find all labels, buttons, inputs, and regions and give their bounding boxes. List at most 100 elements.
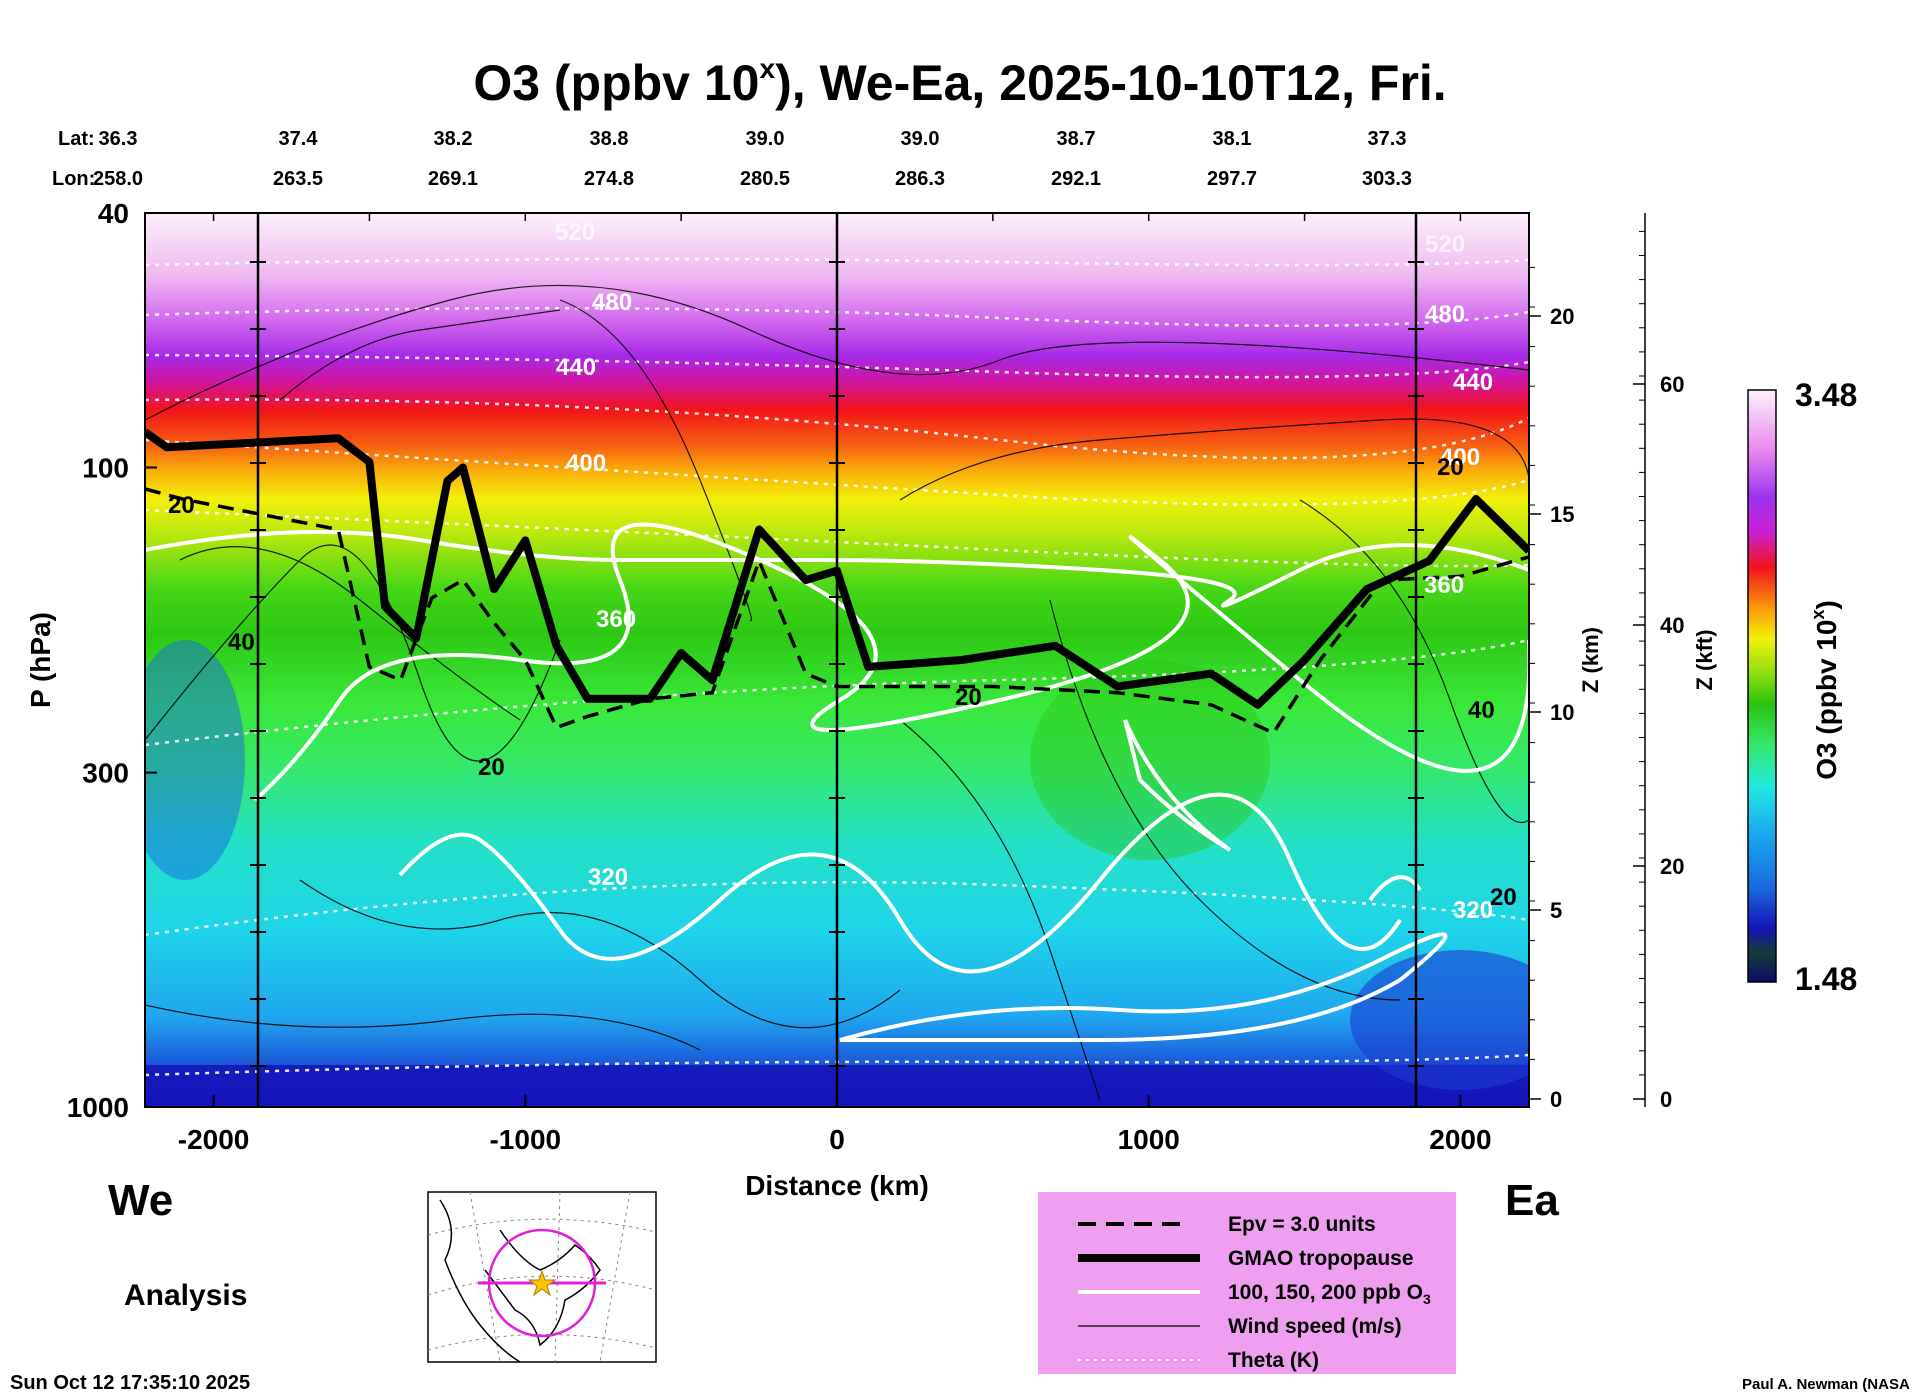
lat-lon-labels: 36.3 37.4 38.2 38.8 39.0 39.0 38.7 38.1 37.3 258.… [93, 128, 1412, 190]
theta-label-360-east: 360 [1424, 572, 1464, 599]
x-tick-label: -2000 [178, 1124, 250, 1155]
theta-label-440-east: 440 [1453, 369, 1493, 396]
lat-value: 37.3 [1368, 128, 1407, 150]
theta-label-480-west: 480 [592, 289, 632, 316]
legend: Epv = 3.0 units GMAO tropopause 100, 150… [1038, 1192, 1456, 1374]
legend-theta: Theta (K) [1228, 1349, 1319, 1372]
profile-ticks [250, 261, 1424, 1067]
colorbar-title: O3 (ppbv 10x) [1808, 600, 1842, 780]
location-star-icon [527, 1269, 557, 1297]
lat-row-label: Lat: [58, 128, 95, 150]
theta-label-360-west: 360 [596, 606, 636, 633]
x-tick-label: 2000 [1429, 1124, 1491, 1155]
theta-label-440-west: 440 [556, 354, 596, 381]
wind-label-40-b: 40 [1468, 697, 1495, 724]
lon-value: 263.5 [273, 168, 323, 190]
lon-value: 269.1 [428, 168, 478, 190]
theta-label-400-west: 400 [566, 450, 606, 477]
east-blue-patch [1350, 950, 1529, 1090]
z-km-tick-label: 20 [1550, 304, 1574, 329]
z-kft-tick-label: 20 [1660, 854, 1684, 879]
profile-lines [256, 213, 1418, 1107]
y-tick-label: 1000 [67, 1092, 129, 1123]
z-kft-tick-label: 0 [1660, 1087, 1672, 1112]
timestamp: Sun Oct 12 17:35:10 2025 [10, 1372, 250, 1394]
z-km-tick-label: 15 [1550, 502, 1574, 527]
z-kft-axis-label: Z (kft) [1692, 629, 1717, 690]
lat-value: 38.7 [1057, 128, 1096, 150]
x-axis: -2000 -1000 0 1000 2000 [178, 213, 1492, 1155]
coastline [439, 1199, 601, 1363]
chart-title: O3 (ppbv 10x), We-Ea, 2025-10-10T12, Fri… [473, 53, 1446, 111]
y-axis-label: P (hPa) [25, 612, 56, 708]
x-tick-label: -1000 [489, 1124, 561, 1155]
credit: Paul A. Newman (NASA [1742, 1376, 1910, 1393]
legend-o3-ppb: 100, 150, 200 ppb O3 [1228, 1281, 1431, 1307]
wind-label-20-e: 20 [1490, 884, 1517, 911]
wind-label-20-d: 20 [1437, 454, 1464, 481]
lon-row-label: Lon: [52, 168, 95, 190]
y-tick-label: 40 [98, 198, 129, 229]
lat-value: 39.0 [746, 128, 785, 150]
theta-label-480-east: 480 [1425, 301, 1465, 328]
theta-contours [145, 257, 1529, 1077]
analysis-label: Analysis [124, 1279, 247, 1312]
legend-epv: Epv = 3.0 units [1228, 1213, 1376, 1236]
colorbar-max-label: 3.48 [1795, 377, 1857, 413]
z-kft-tick-label: 40 [1660, 613, 1684, 638]
lon-value: 297.7 [1207, 168, 1257, 190]
lon-value: 303.3 [1362, 168, 1412, 190]
x-axis-label: Distance (km) [745, 1170, 929, 1201]
east-label: Ea [1505, 1176, 1559, 1225]
lon-value: 274.8 [584, 168, 634, 190]
west-label: We [108, 1176, 173, 1225]
theta-label-320-east: 320 [1453, 897, 1493, 924]
wind-label-40-a: 40 [228, 629, 255, 656]
plot-area [145, 213, 1529, 1107]
z-km-axis: 0 5 10 15 20 [1529, 266, 1574, 1112]
theta-label-400-east: 400 [1440, 444, 1480, 471]
o3-ppb-contours [145, 522, 1529, 1042]
lat-value: 37.4 [279, 128, 319, 150]
wind-labels: 20 20 20 20 20 40 40 [168, 454, 1517, 911]
z-km-tick-label: 5 [1550, 898, 1562, 923]
midlevel-green-patch [1030, 660, 1270, 860]
lon-value: 280.5 [740, 168, 790, 190]
tropopause-line [145, 428, 1529, 709]
epv-line [145, 487, 1529, 736]
lon-value: 286.3 [895, 168, 945, 190]
lat-value: 36.3 [99, 128, 138, 150]
z-kft-tick-label: 60 [1660, 372, 1684, 397]
wind-speed-contours [145, 284, 1529, 1101]
y-tick-label: 300 [82, 758, 129, 789]
z-km-axis-label: Z (km) [1578, 627, 1603, 693]
x-tick-label: 0 [829, 1124, 845, 1155]
lat-value: 38.1 [1213, 128, 1252, 150]
wind-label-20-c: 20 [168, 492, 195, 519]
theta-label-320-west: 320 [588, 864, 628, 891]
lon-value: 258.0 [93, 168, 143, 190]
x-tick-label: 1000 [1118, 1124, 1180, 1155]
theta-labels: 520 520 480 480 440 440 400 400 360 360 … [555, 219, 1493, 924]
colorbar-min-label: 1.48 [1795, 961, 1857, 997]
wind-label-20-a: 20 [478, 754, 505, 781]
y-axis: 40 100 300 1000 [67, 198, 157, 1123]
legend-tropopause: GMAO tropopause [1228, 1247, 1414, 1270]
z-km-tick-label: 0 [1550, 1087, 1562, 1112]
theta-label-520-east: 520 [1425, 231, 1465, 258]
z-kft-axis: 0 20 40 60 [1633, 230, 1684, 1112]
lat-value: 38.2 [434, 128, 473, 150]
y-tick-label: 100 [82, 452, 129, 483]
lat-value: 39.0 [901, 128, 940, 150]
theta-label-520-west: 520 [555, 219, 595, 246]
west-blue-patch [145, 640, 245, 880]
colorbar [1747, 389, 1777, 983]
lat-value: 38.8 [590, 128, 629, 150]
wind-label-20-b: 20 [955, 684, 982, 711]
z-km-tick-label: 10 [1550, 700, 1574, 725]
inset-map [427, 1191, 657, 1363]
lon-value: 292.1 [1051, 168, 1101, 190]
legend-wind: Wind speed (m/s) [1228, 1315, 1402, 1338]
